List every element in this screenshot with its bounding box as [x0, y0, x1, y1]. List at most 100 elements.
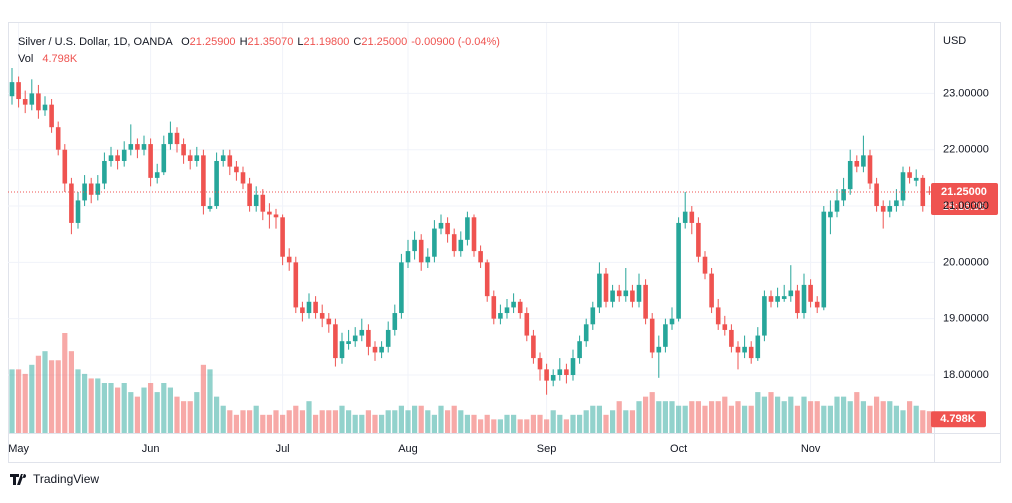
x-tick-label: May	[8, 443, 29, 455]
last-price-box	[931, 182, 998, 215]
candle-body	[478, 251, 483, 263]
volume-legend: Vol 4.798K	[18, 53, 78, 65]
volume-bar	[319, 410, 325, 433]
volume-bar	[788, 396, 794, 433]
change: -0.00900 (-0.04%)	[411, 36, 500, 48]
candle-body	[484, 262, 490, 297]
volume-bar	[867, 405, 873, 433]
candle-body	[372, 346, 378, 353]
volume-bar	[742, 405, 748, 433]
volume-bar	[728, 405, 734, 433]
volume-bar	[194, 392, 200, 433]
ohlc-key: H	[240, 36, 248, 48]
candle-body	[451, 234, 457, 252]
volume-bar	[887, 401, 893, 433]
volume-bar	[412, 405, 418, 433]
candle-body	[194, 155, 200, 161]
volume-bar	[893, 405, 899, 433]
volume-bar	[636, 401, 642, 433]
candle-body	[537, 358, 543, 370]
candle-body	[333, 324, 338, 359]
volume-bar	[445, 410, 451, 433]
candle-body	[524, 313, 530, 336]
candle-body	[95, 183, 101, 195]
volume-bar	[880, 401, 886, 433]
volume-bar	[260, 414, 266, 433]
candle-body	[603, 273, 609, 302]
volume-bar	[603, 414, 609, 433]
candle-body	[795, 290, 800, 314]
candle-body	[630, 290, 635, 302]
volume-bar	[438, 405, 444, 433]
volume-bar	[141, 387, 147, 433]
volume-bar	[808, 401, 814, 433]
volume-bar	[821, 405, 827, 433]
x-tick-label: Aug	[398, 443, 418, 455]
volume-bar	[530, 414, 536, 433]
volume-bar	[425, 410, 431, 433]
candle-body	[702, 256, 708, 274]
volume-bar	[398, 405, 404, 433]
volume-bar	[181, 401, 187, 433]
volume-bar	[768, 392, 774, 433]
ohlc-key: L	[297, 36, 303, 48]
candle-body	[141, 144, 147, 150]
volume-bar	[623, 410, 629, 433]
candle-body	[735, 346, 741, 353]
volume-bar	[35, 355, 41, 433]
candle-body	[597, 273, 602, 308]
candle-body	[498, 313, 503, 319]
candle-body	[696, 222, 701, 257]
candle-body	[577, 341, 582, 359]
volume-bar	[583, 410, 589, 433]
volume-bar	[511, 414, 517, 433]
candle-body	[669, 318, 675, 325]
candle-body	[82, 183, 87, 201]
candle-body	[834, 200, 840, 212]
chart-frame	[8, 22, 1001, 463]
ohlc-key: O	[181, 36, 190, 48]
candle-body	[392, 313, 398, 330]
volume-bar	[82, 373, 88, 433]
volume-bar	[590, 405, 596, 433]
volume-bar	[781, 401, 787, 433]
candle-body	[821, 211, 827, 308]
volume-bar	[748, 405, 754, 433]
candle-body	[649, 318, 655, 353]
candle-body	[616, 290, 622, 297]
volume-bar	[669, 401, 675, 433]
volume-bar	[154, 392, 160, 433]
volume-bar	[148, 383, 154, 433]
candle-body	[359, 329, 365, 336]
volume-bar	[504, 414, 510, 433]
volume-bar	[352, 414, 358, 433]
volume-bar	[167, 387, 173, 433]
candle-body	[610, 290, 615, 302]
candle-body	[636, 284, 642, 302]
candle-body	[102, 160, 107, 184]
candle-body	[214, 160, 219, 207]
x-tick-label: Oct	[670, 443, 687, 455]
brand-logo	[10, 474, 27, 485]
volume-bar	[299, 410, 305, 433]
volume-bar	[29, 364, 35, 433]
candle-body	[267, 211, 272, 215]
volume-bar	[557, 414, 563, 433]
candle-body	[445, 222, 450, 235]
volume-bar	[920, 410, 926, 433]
volume-bar	[695, 401, 701, 433]
candle-layer	[9, 68, 932, 395]
y-tick-label: 21.00000	[943, 200, 989, 212]
candle-body	[154, 172, 160, 178]
volume-bar	[735, 401, 741, 433]
candle-body	[161, 144, 167, 173]
volume-bar	[827, 405, 833, 433]
x-tick-label: Sep	[537, 443, 557, 455]
volume-bar	[101, 383, 107, 433]
candle-body	[220, 155, 226, 161]
candle-body	[867, 155, 873, 184]
volume-bar	[273, 410, 279, 433]
candle-body	[286, 256, 292, 263]
volume-bar	[458, 410, 464, 433]
volume-bar	[313, 414, 319, 433]
